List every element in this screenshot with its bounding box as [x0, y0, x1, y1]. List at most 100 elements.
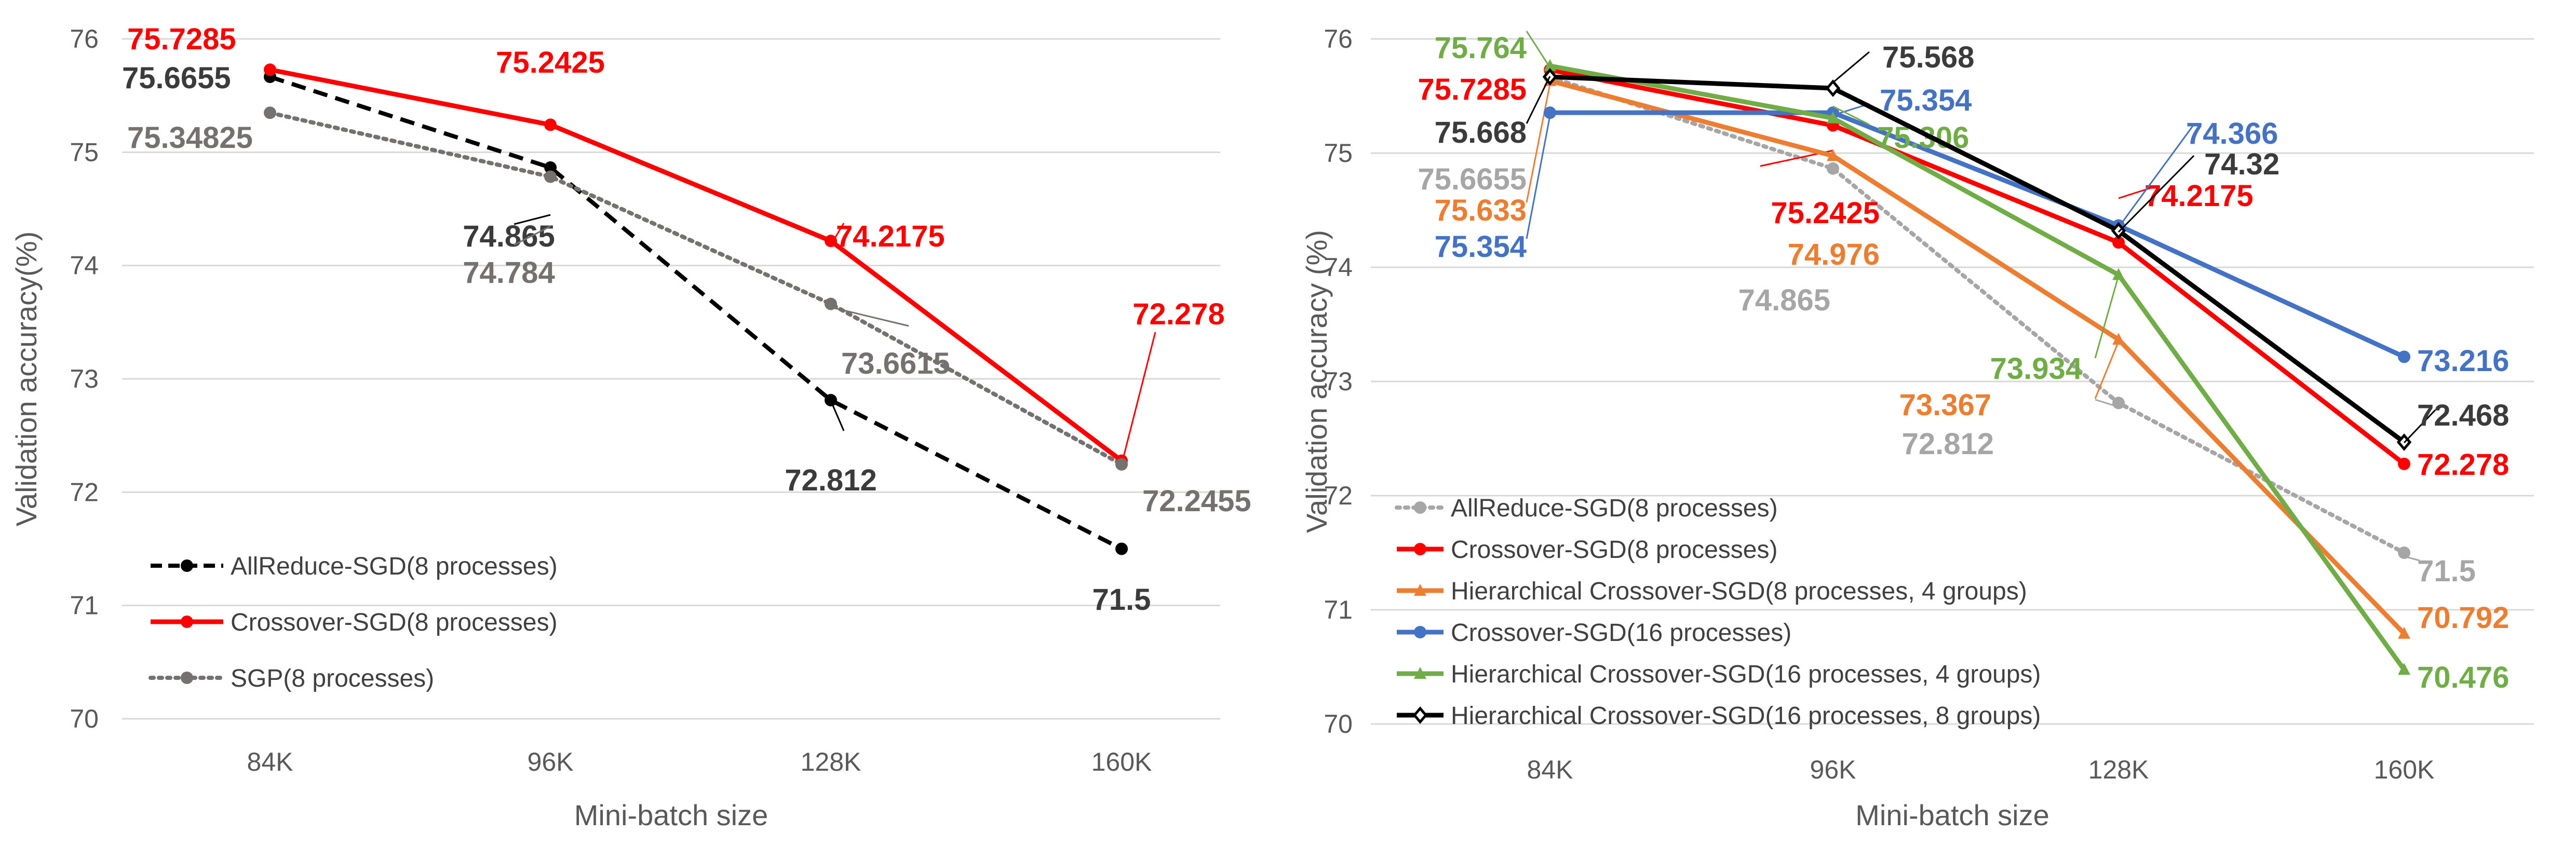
data-label: 72.2455 [1142, 484, 1251, 518]
y-tick-labels: 70 71 72 73 74 75 76 [1324, 24, 1353, 739]
leader-line [1526, 115, 1551, 239]
data-label: 75.6655 [122, 61, 231, 95]
data-label: 75.7285 [1418, 73, 1527, 106]
x-tick-label: 96K [1810, 755, 1856, 784]
data-label: 74.976 [1788, 238, 1880, 271]
series-1: 75.6655 74.865 72.812 71.5 [1418, 71, 2476, 588]
data-label: 75.7285 [127, 22, 236, 56]
data-label: 73.934 [1990, 352, 2082, 386]
y-tick-label: 70 [70, 704, 99, 733]
data-label: 73.6615 [841, 347, 950, 380]
leader-line [2095, 399, 2119, 408]
data-point [544, 161, 557, 174]
legend-label: AllReduce-SGD(8 processes) [231, 553, 558, 580]
data-label: 74.2175 [836, 220, 945, 253]
legend-item-5: Hierarchical Crossover-SGD(16 processes,… [1397, 661, 2041, 688]
x-tick-label: 128K [801, 747, 861, 776]
y-axis-title: Validation accuracy (%) [1300, 230, 1333, 533]
series-line [269, 75, 1123, 551]
data-label: 75.6655 [1418, 162, 1527, 196]
series-2: 75.7285 75.2425 74.2175 72.278 [127, 22, 1225, 467]
data-point [2398, 663, 2410, 675]
data-label: 75.34825 [127, 121, 253, 155]
data-point [2398, 626, 2410, 639]
chart-panel-2: 70 71 72 73 74 75 76 84K 96K 128K 160K Mini-batch s… [1300, 24, 2534, 831]
legend-label: Hierarchical Crossover-SGD(16 processes,… [1451, 661, 2041, 688]
data-label: 74.2175 [2145, 179, 2254, 213]
legend-marker [1414, 584, 1426, 596]
data-point [2398, 457, 2410, 470]
leader-line [830, 223, 845, 245]
data-label: 70.476 [2417, 661, 2509, 694]
data-point [264, 106, 276, 119]
x-tick-label: 96K [528, 747, 574, 776]
legend-item-3: Hierarchical Crossover-SGD(8 processes, … [1397, 578, 2027, 605]
data-label: 75.354 [1435, 230, 1527, 264]
leader-line [1832, 105, 1870, 126]
data-point [2398, 350, 2410, 363]
legend-label: Crossover-SGD(16 processes) [1451, 619, 1791, 647]
data-label: 71.5 [1093, 583, 1151, 617]
data-point [1827, 149, 1839, 161]
data-point [1827, 162, 1839, 175]
data-label: 70.792 [2417, 601, 2509, 635]
legend-marker [181, 559, 193, 572]
leader-line [1526, 84, 1551, 203]
x-tick-labels: 84K 96K 128K 160K [1527, 755, 2435, 784]
y-tick-label: 74 [1324, 253, 1353, 282]
data-label: 73.367 [1899, 388, 1991, 422]
data-label: 72.812 [1902, 427, 1994, 461]
legend-item-1: AllReduce-SGD(8 processes) [151, 553, 558, 580]
legend-label: SGP(8 processes) [231, 665, 434, 692]
data-label: 72.278 [1132, 297, 1224, 331]
legend-marker [1414, 626, 1426, 638]
data-label: 75.668 [1435, 116, 1527, 149]
data-point [1827, 111, 1839, 124]
data-label: 75.2425 [1771, 196, 1880, 230]
leader-line [1526, 31, 1551, 68]
data-point [825, 235, 837, 248]
series-line [269, 67, 1123, 463]
series-1: 75.6655 74.865 72.812 71.5 [122, 61, 1151, 617]
data-point [544, 118, 557, 131]
data-label: 75.568 [1882, 40, 1974, 74]
legend-item-6: Hierarchical Crossover-SGD(16 processes,… [1397, 702, 2041, 730]
y-tick-label: 71 [1324, 595, 1353, 624]
data-point [264, 63, 276, 76]
legend-item-2: Crossover-SGD(8 processes) [1397, 536, 1777, 564]
legend: AllReduce-SGD(8 processes) Crossover-SGD(… [149, 553, 558, 692]
leader-line [2118, 124, 2195, 228]
x-axis-title: Mini-batch size [1855, 799, 2049, 831]
series-6: 75.668 75.568 74.32 72.468 [1435, 40, 2509, 451]
leader-line [2118, 185, 2158, 199]
y-tick-label: 74 [70, 251, 99, 280]
data-label: 75.633 [1435, 194, 1527, 227]
leader-line [514, 225, 551, 246]
y-tick-label: 73 [1324, 367, 1353, 396]
legend-item-4: Crossover-SGD(16 processes) [1397, 619, 1791, 647]
data-label: 75.2425 [496, 46, 605, 79]
series-line [1549, 74, 2406, 444]
x-tick-labels: 84K 96K 128K 160K [247, 747, 1152, 776]
data-label: 74.32 [2204, 147, 2280, 181]
legend-label: Hierarchical Crossover-SGD(16 processes,… [1451, 702, 2041, 730]
data-point [2112, 397, 2125, 409]
data-point [1544, 59, 1556, 71]
y-tick-label: 70 [1324, 709, 1353, 739]
data-point [2398, 547, 2410, 559]
y-tick-label: 72 [70, 477, 99, 507]
leader-line [514, 214, 551, 225]
data-label: 72.468 [2417, 399, 2509, 432]
data-point [544, 170, 557, 183]
legend-label: Hierarchical Crossover-SGD(8 processes, … [1451, 578, 2027, 605]
data-point [1825, 79, 1841, 97]
data-point [2112, 236, 2125, 249]
chart-panel-1: 70 71 72 73 74 75 76 84K 96K 128K 160K Mini-batch s… [10, 22, 1251, 831]
legend-marker [181, 672, 193, 684]
legend-marker [1414, 667, 1426, 679]
data-label: 74.865 [463, 220, 555, 253]
series-line [1549, 78, 2406, 635]
leader-line [2404, 555, 2420, 562]
